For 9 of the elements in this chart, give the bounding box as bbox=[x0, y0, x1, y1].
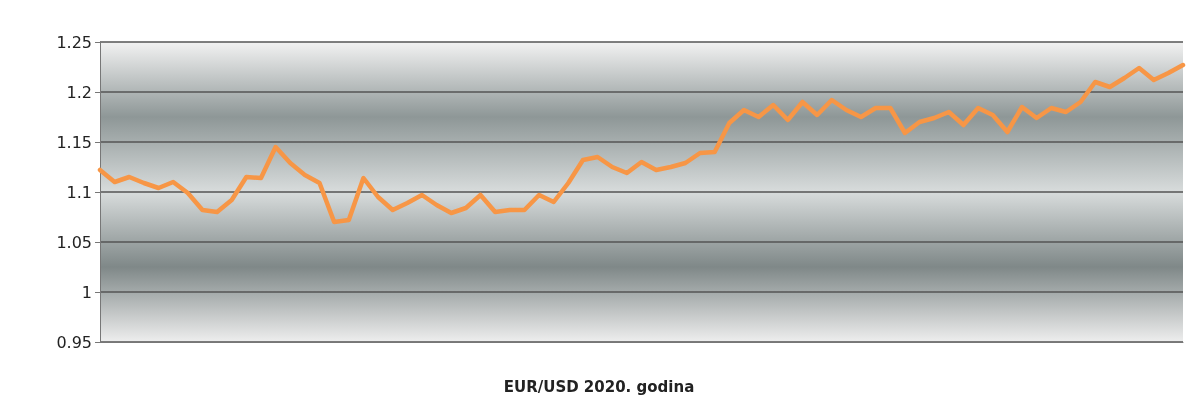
y-tick-label: 1.1 bbox=[66, 182, 92, 202]
y-tick-label: 1.15 bbox=[56, 132, 92, 152]
y-tick-label: 1 bbox=[81, 282, 92, 302]
y-tick-label: 1.05 bbox=[56, 232, 92, 252]
text: EUR/USD 2020. godina bbox=[503, 377, 695, 396]
line-series bbox=[97, 62, 1186, 225]
y-tick-label: 1.2 bbox=[66, 82, 92, 102]
y-tick-label: 1.25 bbox=[56, 32, 92, 52]
y-tick-label: 0.95 bbox=[56, 332, 92, 352]
